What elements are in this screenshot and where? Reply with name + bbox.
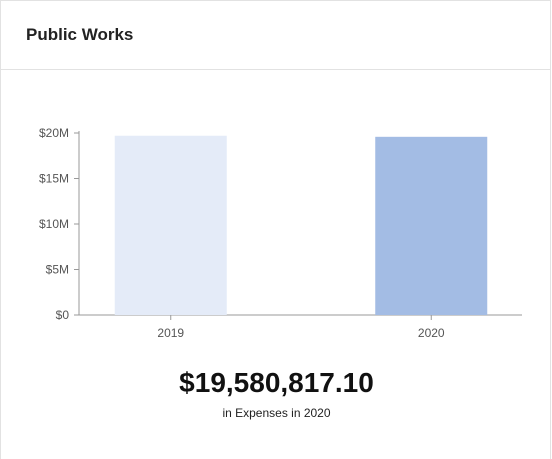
y-axis: $0 $5M $10M $15M $20M — [39, 126, 80, 322]
bar-2020[interactable] — [375, 136, 488, 315]
bar-2019[interactable] — [114, 135, 227, 315]
y-tick-label: $0 — [56, 308, 70, 322]
x-tick-label: 2019 — [157, 326, 184, 340]
summary-caption: in Expenses in 2020 — [222, 406, 331, 420]
y-tick-label: $15M — [39, 172, 69, 186]
x-tick-label: 2020 — [418, 326, 445, 340]
summary-value: $19,580,817.10 — [179, 367, 374, 398]
bar-chart: $0 $5M $10M $15M $20M 2019 2020 — [39, 126, 522, 340]
bars — [114, 135, 488, 315]
x-axis: 2019 2020 — [79, 314, 522, 340]
y-tick-label: $10M — [39, 217, 69, 231]
y-tick-label: $5M — [46, 263, 69, 277]
card-title: Public Works — [26, 25, 134, 44]
y-tick-label: $20M — [39, 126, 69, 140]
card-header: Public Works — [1, 1, 550, 70]
